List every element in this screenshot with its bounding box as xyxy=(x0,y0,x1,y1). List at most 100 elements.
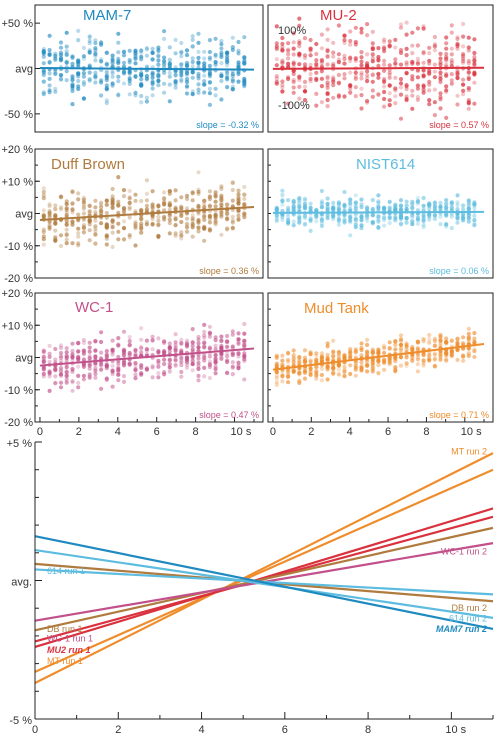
data-point xyxy=(376,204,381,209)
data-point xyxy=(167,349,172,354)
data-point xyxy=(410,199,415,204)
data-point xyxy=(207,203,212,208)
data-point xyxy=(410,356,415,361)
data-point xyxy=(387,360,392,365)
data-point xyxy=(225,344,230,349)
data-point xyxy=(280,79,285,84)
data-point xyxy=(116,221,121,226)
data-point xyxy=(359,222,364,227)
data-point xyxy=(365,363,370,368)
data-point xyxy=(41,354,46,359)
data-point xyxy=(236,354,241,359)
data-point xyxy=(207,334,212,339)
data-point xyxy=(93,198,98,203)
data-point xyxy=(167,189,172,194)
data-point xyxy=(421,24,426,29)
data-point xyxy=(382,205,387,211)
data-point xyxy=(64,222,69,227)
data-point xyxy=(365,214,370,219)
data-point xyxy=(286,41,291,46)
data-point xyxy=(449,338,454,343)
data-point xyxy=(179,369,184,375)
y-tick-label: -5 % xyxy=(9,715,32,727)
data-point xyxy=(53,367,58,372)
data-point xyxy=(286,61,291,66)
data-point xyxy=(319,218,324,223)
data-point xyxy=(230,204,235,209)
data-point xyxy=(133,243,138,248)
data-point xyxy=(87,78,92,83)
data-point xyxy=(382,62,387,67)
data-point xyxy=(398,48,404,53)
data-point xyxy=(230,360,235,365)
data-point xyxy=(421,87,426,92)
data-point xyxy=(184,63,190,69)
data-point xyxy=(64,233,69,238)
data-point xyxy=(127,342,132,348)
data-point xyxy=(58,345,64,350)
data-point xyxy=(127,60,132,65)
data-point xyxy=(58,77,64,82)
data-point xyxy=(184,224,190,229)
data-point xyxy=(398,342,404,347)
data-point xyxy=(144,222,149,227)
data-point xyxy=(370,357,375,362)
data-point xyxy=(466,70,471,75)
y-tick-label: +20 % xyxy=(2,144,34,156)
data-point xyxy=(353,217,358,222)
data-point xyxy=(466,337,471,342)
data-point xyxy=(196,334,201,340)
data-point xyxy=(76,243,81,248)
data-point xyxy=(280,353,285,358)
data-point xyxy=(376,363,381,368)
data-point xyxy=(230,218,235,223)
data-point xyxy=(87,41,92,46)
data-point xyxy=(336,201,341,206)
y-tick-label: +10 % xyxy=(2,320,34,332)
data-point xyxy=(291,348,296,353)
data-point xyxy=(297,41,302,46)
data-point xyxy=(76,71,81,76)
data-point xyxy=(58,207,64,212)
data-point xyxy=(472,223,477,228)
data-point xyxy=(110,186,115,192)
data-point xyxy=(325,364,330,369)
data-point xyxy=(274,76,279,81)
data-point xyxy=(144,95,149,100)
data-point xyxy=(219,78,224,84)
data-point xyxy=(41,371,46,376)
data-point xyxy=(365,342,370,347)
data-point xyxy=(432,213,437,218)
data-point xyxy=(444,115,449,120)
data-point xyxy=(331,200,336,205)
data-point xyxy=(150,50,155,55)
data-point xyxy=(81,217,86,222)
data-point xyxy=(449,214,454,219)
data-point xyxy=(421,83,426,88)
data-point xyxy=(202,333,207,338)
data-point xyxy=(213,343,218,348)
data-point xyxy=(236,208,241,213)
data-point xyxy=(461,354,466,359)
data-point xyxy=(308,369,313,374)
data-point xyxy=(308,71,313,77)
data-point xyxy=(162,339,167,344)
data-point xyxy=(472,61,477,66)
data-point xyxy=(286,56,291,61)
data-point xyxy=(87,210,92,215)
data-point xyxy=(76,78,81,84)
data-point xyxy=(225,63,230,68)
data-point xyxy=(461,92,466,97)
x-tick-label: 8 xyxy=(193,426,199,438)
data-point xyxy=(331,371,336,376)
data-point xyxy=(466,98,471,103)
data-point xyxy=(370,347,375,352)
data-point xyxy=(219,200,224,205)
data-point xyxy=(81,197,86,202)
y-tick-label: -10 % xyxy=(4,385,33,397)
data-point xyxy=(393,61,398,66)
data-point xyxy=(230,73,235,78)
data-point xyxy=(302,89,308,94)
data-point xyxy=(64,30,69,35)
y-tick-label: avg xyxy=(15,64,33,76)
